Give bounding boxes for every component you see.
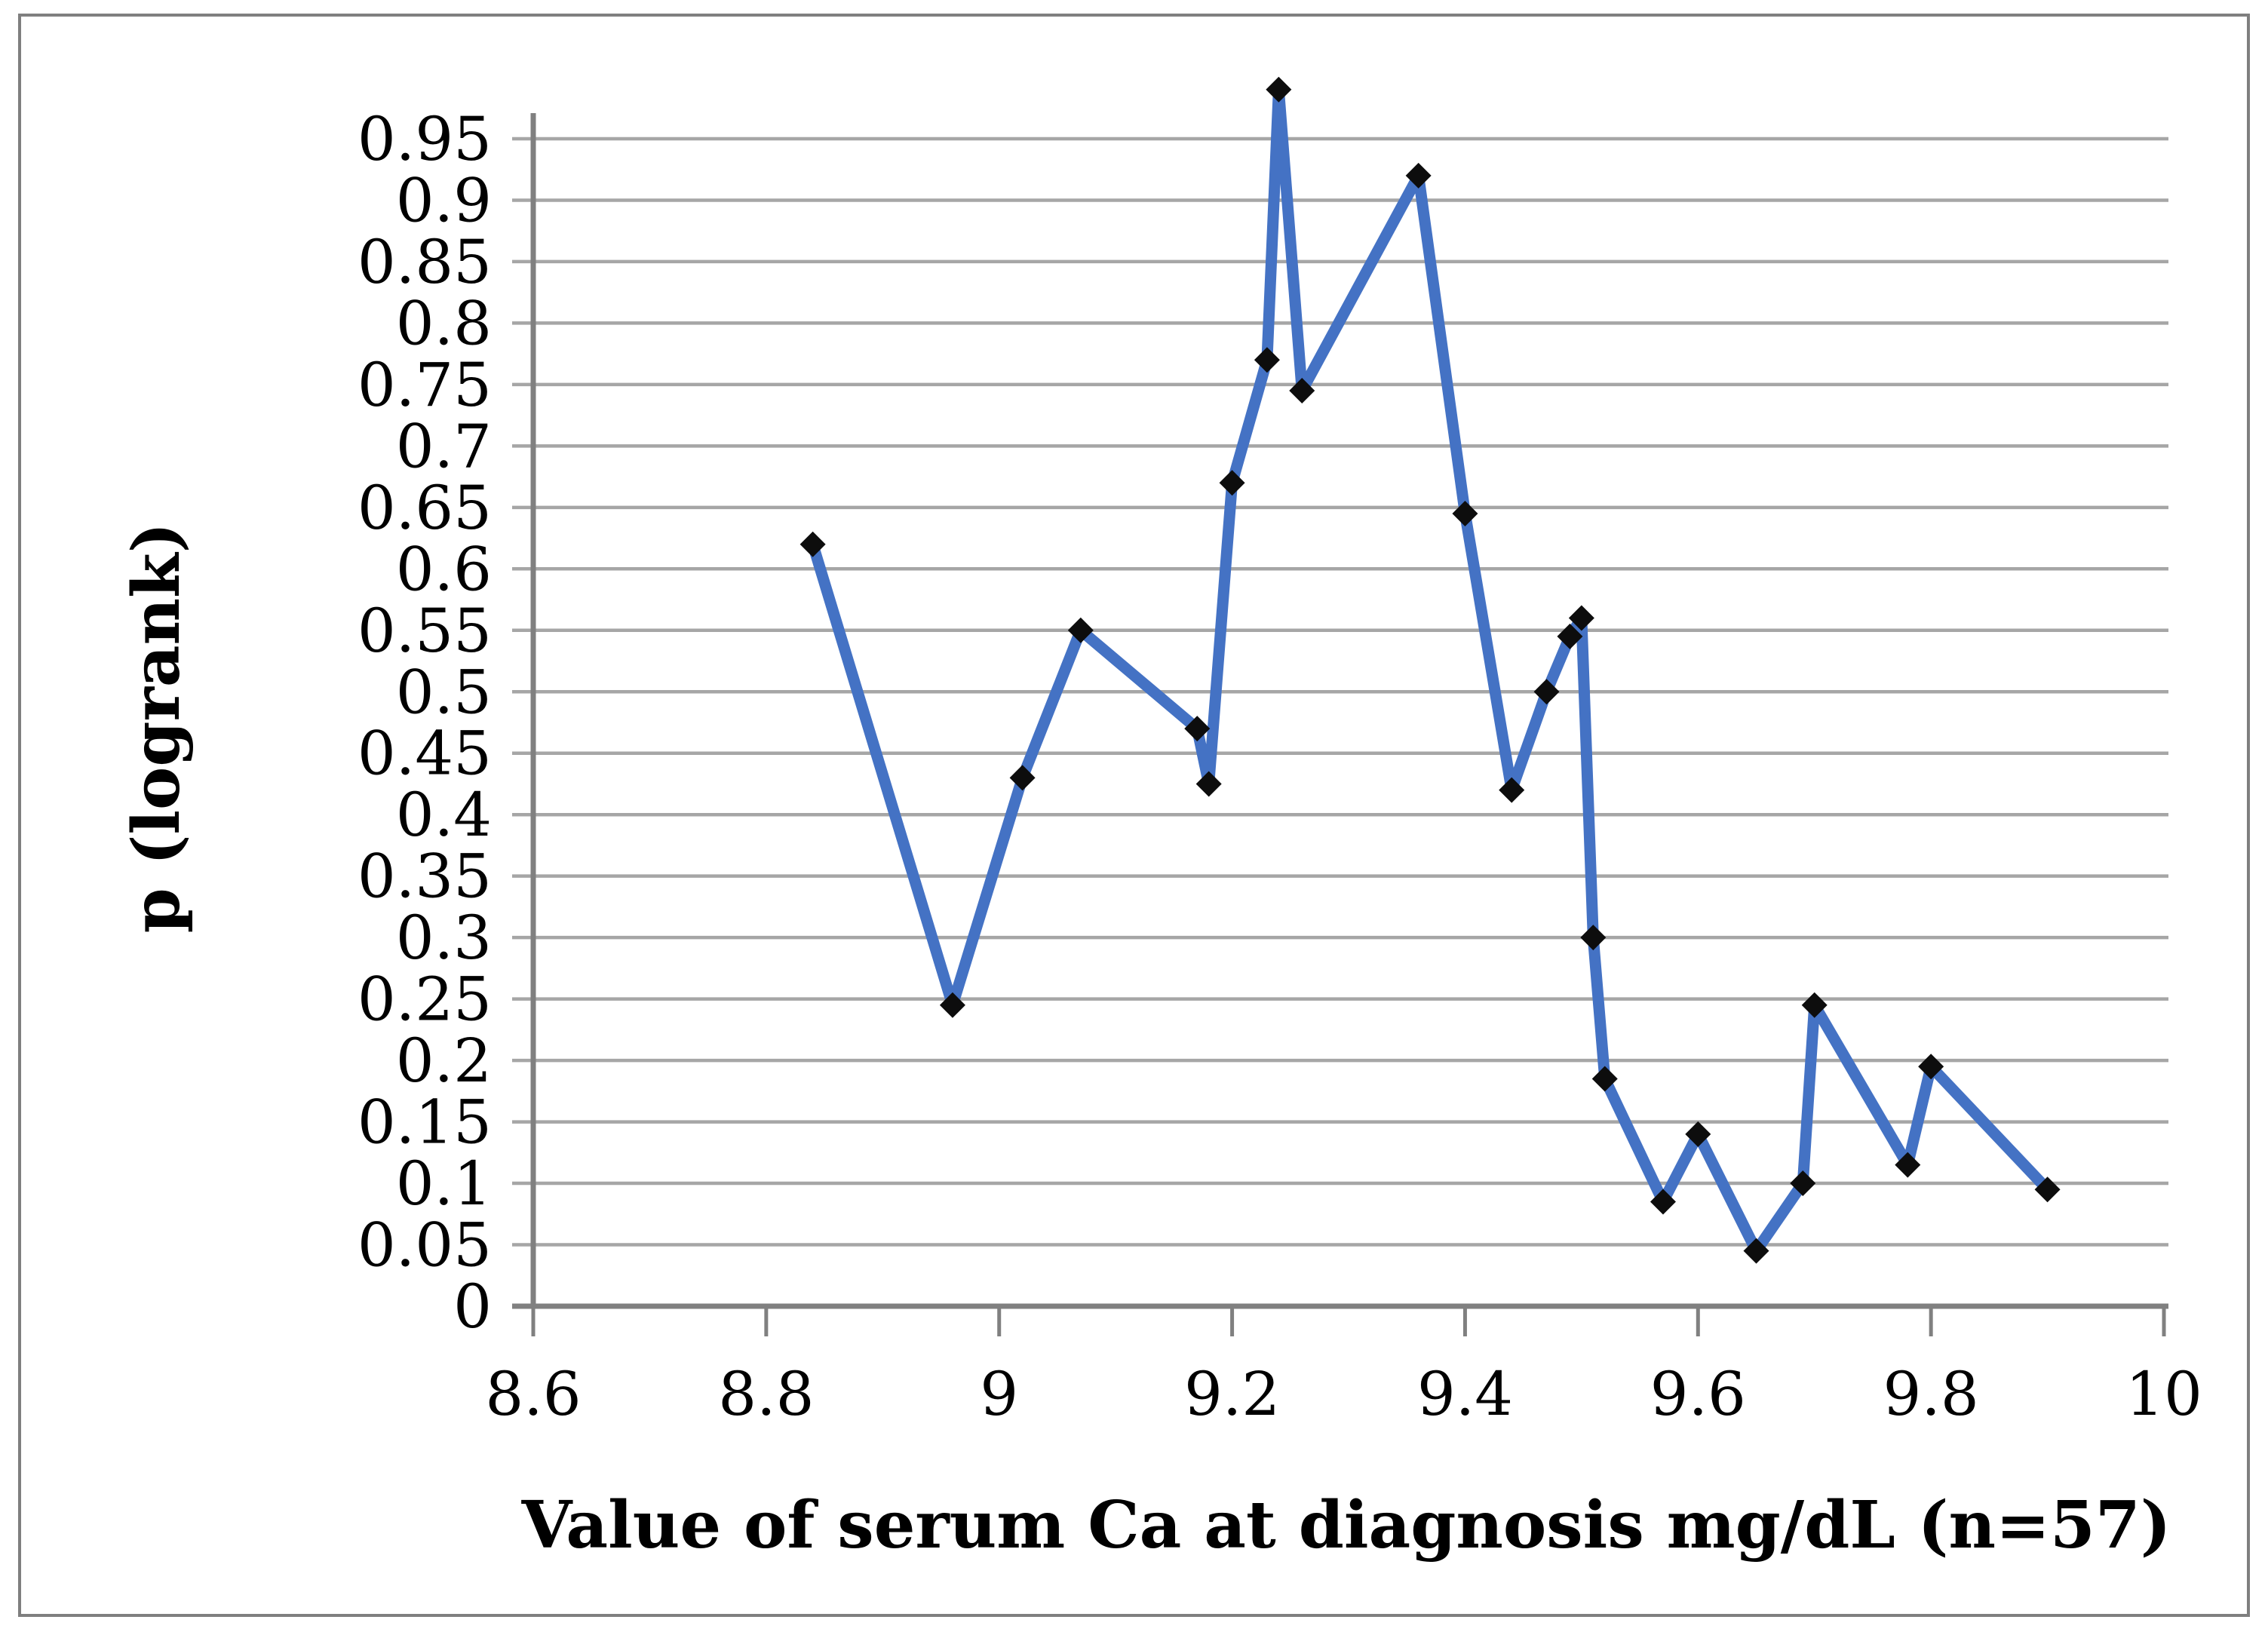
data-point-marker	[1254, 347, 1280, 373]
data-point-marker	[1009, 765, 1036, 791]
data-point-marker	[1405, 162, 1432, 189]
data-point-marker	[1568, 605, 1594, 631]
x-axis-ticks	[531, 1306, 2166, 1336]
data-point-marker	[1801, 992, 1828, 1018]
data-point-marker	[1743, 1238, 1769, 1264]
data-point-marker	[1685, 1121, 1711, 1147]
data-point-marker	[1895, 1152, 1921, 1178]
x-tick-label: 9.2	[1184, 1359, 1280, 1429]
y-tick-label: 0.65	[358, 473, 492, 543]
y-tick-label: 0.05	[358, 1210, 492, 1281]
y-axis-title: p (logrank)	[118, 523, 195, 934]
data-point-marker	[1184, 716, 1211, 742]
data-point-marker	[1557, 623, 1583, 649]
data-point-marker	[1219, 470, 1245, 496]
x-tick-label: 9.6	[1650, 1359, 1746, 1429]
y-tick-label: 0.8	[396, 288, 492, 358]
series-markers	[799, 76, 2061, 1264]
x-tick-label: 9.4	[1417, 1359, 1513, 1429]
data-point-marker	[1499, 777, 1525, 803]
data-point-marker	[1918, 1054, 1944, 1080]
y-tick-label: 0.35	[358, 842, 492, 912]
data-point-marker	[1591, 1066, 1618, 1092]
data-point-marker	[1266, 76, 1292, 103]
y-tick-label: 0.15	[358, 1087, 492, 1158]
x-tick-label: 8.6	[485, 1359, 581, 1429]
data-point-marker	[1195, 771, 1222, 797]
data-point-marker	[1533, 679, 1560, 705]
y-tick-label: 0.3	[396, 903, 492, 973]
y-tick-label: 0.2	[396, 1026, 492, 1096]
y-tick-label: 0	[453, 1272, 492, 1342]
data-point-marker	[1289, 378, 1315, 404]
y-tick-label: 0.6	[396, 534, 492, 604]
x-axis-tick-labels: 8.6 8.8 9 9.2 9.4 9.6 9.8 10	[485, 1359, 2202, 1429]
data-point-marker	[1452, 500, 1478, 526]
axes	[512, 113, 2168, 1309]
figure-border	[18, 14, 2250, 1617]
data-point-marker	[1580, 925, 1607, 951]
y-tick-label: 0.85	[358, 227, 492, 297]
data-point-marker	[799, 531, 826, 557]
y-tick-label: 0.7	[396, 411, 492, 481]
y-axis-tick-labels: 00.050.10.150.20.250.30.350.40.450.50.55…	[358, 104, 492, 1342]
series-line	[807, 84, 2054, 1257]
x-tick-label: 9.8	[1883, 1359, 1979, 1429]
x-axis-title: Value of serum Ca at diagnosis mg/dL (n=…	[521, 1487, 2171, 1563]
y-tick-label: 0.55	[358, 596, 492, 666]
y-tick-label: 0.95	[358, 104, 492, 174]
y-tick-label: 0.1	[396, 1149, 492, 1219]
y-tick-label: 0.9	[396, 165, 492, 235]
data-point-marker	[939, 992, 965, 1018]
data-series	[799, 76, 2061, 1264]
y-tick-label: 0.4	[396, 780, 492, 850]
x-tick-label: 8.8	[718, 1359, 814, 1429]
data-point-marker	[2034, 1176, 2061, 1203]
y-tick-label: 0.75	[358, 350, 492, 420]
data-point-marker	[1067, 617, 1094, 643]
gridlines	[512, 137, 2168, 1307]
y-tick-label: 0.25	[358, 965, 492, 1035]
y-tick-label: 0.5	[396, 657, 492, 727]
data-point-marker	[1650, 1189, 1676, 1215]
y-tick-label: 0.45	[358, 719, 492, 789]
data-point-marker	[1790, 1170, 1816, 1197]
x-tick-label: 9	[980, 1359, 1018, 1429]
x-tick-label: 10	[2125, 1359, 2202, 1429]
